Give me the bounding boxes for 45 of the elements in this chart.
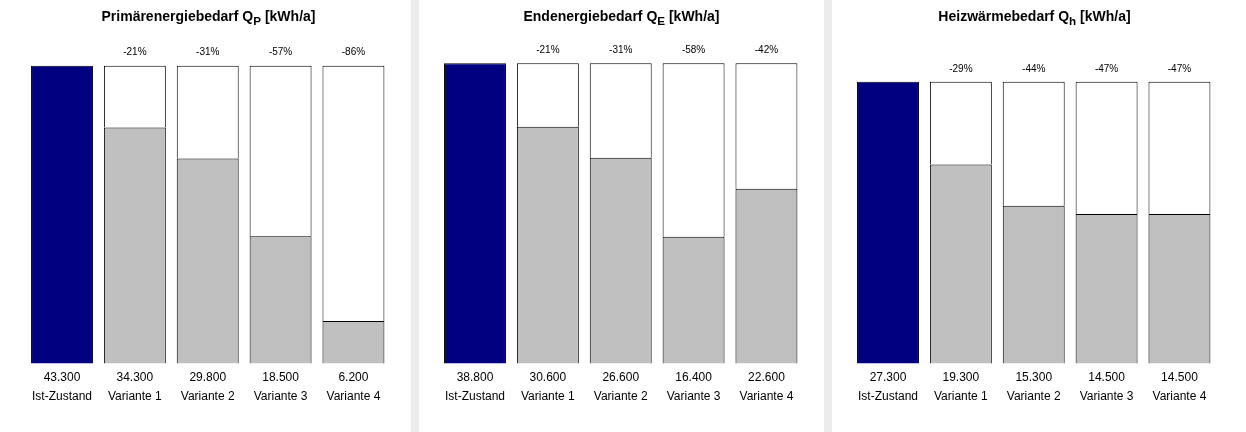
annotation: -21% bbox=[536, 44, 560, 56]
data-label: 38.800 bbox=[456, 369, 494, 384]
data-label: 22.600 bbox=[748, 369, 786, 384]
x-tick-label: Variante 4 bbox=[739, 389, 794, 404]
annotation: -47% bbox=[1167, 62, 1192, 74]
x-tick-label: Ist-Zustand bbox=[444, 389, 506, 404]
data-label: 19.300 bbox=[942, 369, 980, 384]
annotation: -47% bbox=[1094, 62, 1119, 74]
annotation: -86% bbox=[341, 46, 366, 58]
x-tick-label: Variante 2 bbox=[1006, 389, 1061, 404]
chart-title: Heizwärmebedarf Q$_{h}$ [kWh/a] bbox=[937, 8, 1132, 27]
data-label: 43.300 bbox=[43, 369, 81, 384]
data-label: 27.300 bbox=[869, 369, 907, 384]
x-tick-label: Variante 4 bbox=[326, 389, 381, 404]
chart-title: Endenergiebedarf Q$_{E}$ [kWh/a] bbox=[522, 8, 721, 27]
x-tick-label: Variante 2 bbox=[180, 389, 235, 404]
data-label: 14.500 bbox=[1161, 369, 1199, 384]
annotation: -29% bbox=[949, 62, 973, 74]
annotation: -31% bbox=[609, 44, 633, 56]
annotation: -58% bbox=[681, 44, 706, 56]
x-tick-label: Variante 3 bbox=[666, 389, 721, 404]
data-label: 30.600 bbox=[529, 369, 567, 384]
x-tick-label: Variante 1 bbox=[933, 389, 989, 404]
x-tick-label: Variante 2 bbox=[593, 389, 648, 404]
x-tick-label: Ist-Zustand bbox=[857, 389, 919, 404]
annotation: -57% bbox=[268, 46, 293, 58]
x-tick-label: Variante 3 bbox=[253, 389, 308, 404]
annotation: -21% bbox=[123, 46, 147, 58]
data-label: 15.300 bbox=[1015, 369, 1053, 384]
chart-title: Primärenergiebedarf Q$_{P}$ [kWh/a] bbox=[100, 8, 317, 27]
data-label: 18.500 bbox=[262, 369, 300, 384]
x-tick-label: Variante 4 bbox=[1152, 389, 1207, 404]
x-tick-label: Variante 1 bbox=[520, 389, 576, 404]
x-tick-label: Variante 1 bbox=[107, 389, 163, 404]
data-label: 6.200 bbox=[338, 369, 369, 384]
x-tick-label: Ist-Zustand bbox=[31, 389, 93, 404]
annotation: -44% bbox=[1022, 62, 1046, 74]
x-tick-label: Variante 3 bbox=[1079, 389, 1134, 404]
data-label: 14.500 bbox=[1088, 369, 1126, 384]
data-label: 34.300 bbox=[116, 369, 154, 384]
annotation: -31% bbox=[196, 46, 220, 58]
annotation: -42% bbox=[754, 44, 779, 56]
data-label: 16.400 bbox=[675, 369, 713, 384]
data-label: 29.800 bbox=[189, 369, 227, 384]
data-label: 26.600 bbox=[602, 369, 640, 384]
